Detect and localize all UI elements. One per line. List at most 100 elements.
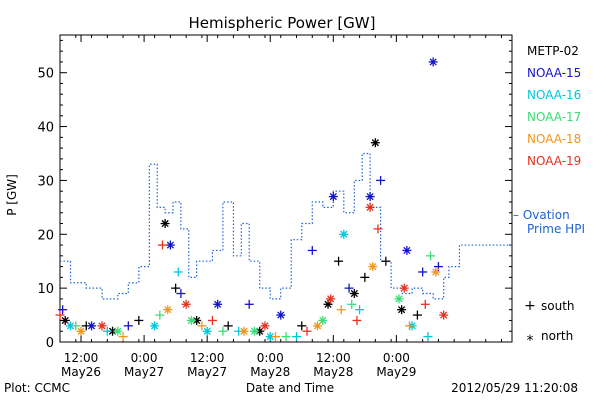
- noaa-16-point: [102, 326, 112, 336]
- noaa-19-point: [157, 240, 167, 250]
- noaa-19-point: [439, 310, 449, 320]
- noaa-16-point: [173, 267, 183, 277]
- noaa-19-point-d2: [400, 284, 408, 292]
- metp-02-point: [360, 272, 370, 282]
- noaa-17-point: [347, 299, 357, 309]
- legend-metp-02: METP-02: [527, 44, 579, 58]
- ovation-label-line1: – Ovation: [513, 208, 570, 222]
- footer-timestamp: 2012/05/29 11:20:08: [451, 381, 578, 395]
- noaa-15-point: [165, 240, 175, 250]
- metp-02-point: [397, 305, 407, 315]
- noaa-19-point: [352, 315, 362, 325]
- noaa-19-point-d2: [182, 300, 190, 308]
- metp-02-point: [171, 283, 181, 293]
- noaa-19-point: [365, 202, 375, 212]
- noaa-17-point: [71, 321, 81, 331]
- noaa-15-point-d2: [166, 241, 174, 249]
- x-tick-date-label: May27: [124, 365, 164, 379]
- noaa-18-point: [197, 321, 207, 331]
- noaa-15-point: [376, 175, 386, 185]
- noaa-17-point: [426, 251, 436, 261]
- metp-02-point-d2: [371, 139, 379, 147]
- ovation-hpi-line: [60, 152, 512, 300]
- noaa-16-point-d2: [150, 322, 159, 330]
- noaa-19-point: [399, 283, 409, 293]
- noaa-15-point-d2: [277, 311, 285, 319]
- y-tick-label: 50: [37, 67, 54, 82]
- noaa-17-point: [249, 326, 259, 336]
- footer-credit: Plot: CCMC: [4, 381, 70, 395]
- metp-02-point: [297, 321, 307, 331]
- metp-02-point: [160, 219, 170, 229]
- metp-02-point-d2: [398, 306, 406, 314]
- noaa-17-point-d2: [250, 327, 259, 335]
- noaa-19-point: [55, 310, 65, 320]
- noaa-16-point-d2: [66, 322, 75, 330]
- metp-02-point: [60, 315, 70, 325]
- y-axis-label: P [GW]: [5, 174, 19, 216]
- noaa-18-point-d2: [313, 322, 322, 330]
- noaa-15-point-d2: [429, 58, 437, 66]
- legend-noaa-15: NOAA-15: [527, 66, 581, 80]
- y-tick-label: 30: [37, 174, 54, 189]
- noaa-19-point: [97, 321, 107, 331]
- metp-02-point-d2: [193, 316, 201, 325]
- y-tick-label: 0: [46, 336, 54, 351]
- noaa-18-point: [368, 262, 378, 272]
- x-tick-date-label: May29: [376, 365, 416, 379]
- noaa-17-point: [218, 326, 228, 336]
- marker-key-symbol: *: [527, 333, 534, 349]
- x-tick-label: 12:00: [316, 351, 351, 365]
- metp-02-point-d2: [161, 219, 169, 228]
- noaa-15-point: [276, 310, 286, 320]
- plot-frame: [59, 34, 513, 343]
- x-tick-label: 12:00: [190, 351, 225, 365]
- y-tick-label: 10: [37, 282, 54, 297]
- legend-noaa-18: NOAA-18: [527, 132, 581, 146]
- x-tick-date-label: May27: [187, 365, 227, 379]
- metp-02-point-d2: [108, 327, 117, 335]
- noaa-15-point-d2: [329, 192, 337, 201]
- noaa-17-point: [113, 326, 123, 336]
- noaa-19-point-d2: [327, 295, 335, 303]
- noaa-18-point: [163, 305, 173, 315]
- metp-02-point-d2: [61, 316, 69, 325]
- legend-noaa-17: NOAA-17: [527, 110, 581, 124]
- legend: METP-02 NOAA-15 NOAA-16 NOAA-17 NOAA-18 NOAA-…: [527, 44, 581, 168]
- noaa-15-point: [213, 299, 223, 309]
- noaa-16-point-d2: [203, 327, 211, 335]
- noaa-15-point: [244, 299, 254, 309]
- metp-02-point: [134, 315, 144, 325]
- noaa-17-point: [186, 315, 196, 325]
- noaa-16-point: [202, 326, 212, 336]
- noaa-18-point: [239, 326, 249, 336]
- x-tick-date-label: May28: [250, 365, 290, 379]
- noaa-18-point: [405, 321, 415, 331]
- noaa-15-point-d2: [403, 246, 411, 255]
- noaa-15-point: [87, 321, 97, 331]
- x-tick-label: 12:00: [64, 351, 99, 365]
- noaa-18-point: [336, 305, 346, 315]
- noaa-19-point: [181, 299, 191, 309]
- metp-02-point: [412, 310, 422, 320]
- noaa-19-point: [260, 321, 270, 331]
- noaa-15-point: [123, 321, 133, 331]
- noaa-16-point: [292, 332, 302, 342]
- noaa-15-point: [344, 283, 354, 293]
- noaa-19-point: [302, 326, 312, 336]
- x-tick-date-label: May26: [61, 365, 101, 379]
- noaa-15-point-d2: [366, 192, 374, 201]
- noaa-19-point: [207, 315, 217, 325]
- noaa-19-point: [420, 299, 430, 309]
- noaa-18-point-d2: [432, 268, 440, 276]
- noaa-19-point: [373, 224, 383, 234]
- legend-noaa-16: NOAA-16: [527, 88, 581, 102]
- noaa-16-point-d2: [266, 333, 274, 341]
- noaa-15-point-d2: [87, 322, 96, 330]
- noaa-18-point: [76, 326, 86, 336]
- x-axis-label: Date and Time: [246, 381, 334, 395]
- x-tick-date-label: May28: [313, 365, 353, 379]
- x-tick-label: 0:00: [383, 351, 410, 365]
- noaa-18-point-d2: [164, 306, 172, 314]
